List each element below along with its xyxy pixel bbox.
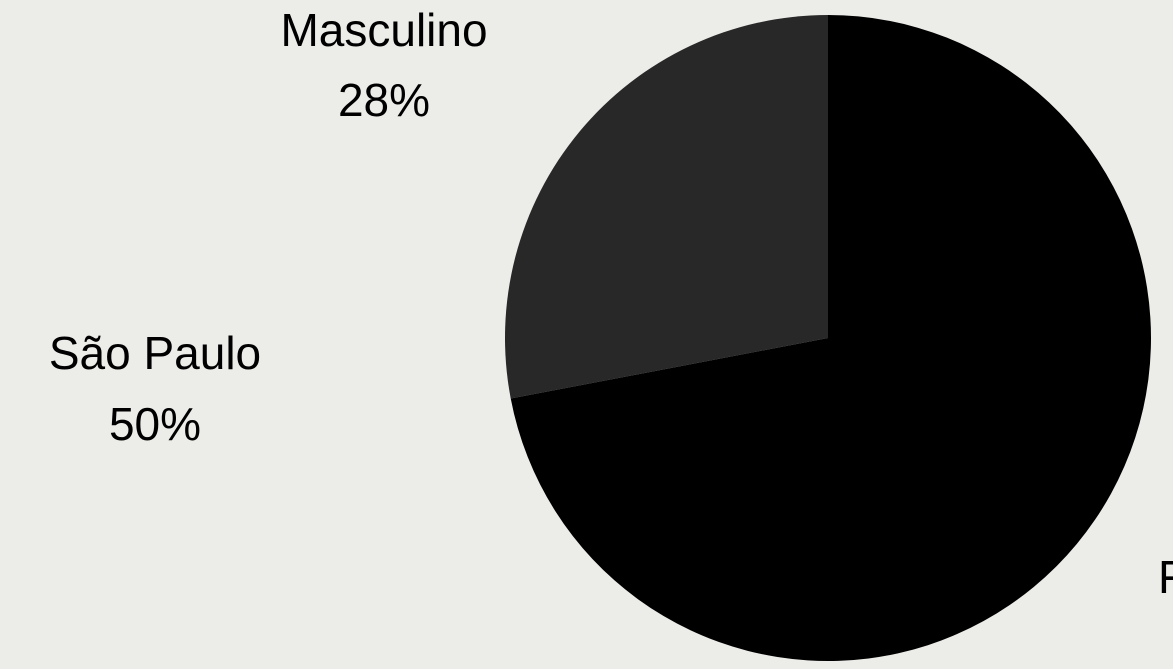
annotation-sao-paulo-percent: 50% <box>109 398 201 450</box>
pie-slice-feminino <box>510 15 1152 661</box>
annotation-clipped-label: F <box>1158 551 1173 603</box>
slice-label-masculino: Masculino <box>280 4 487 56</box>
annotation-sao-paulo: São Paulo <box>49 327 261 379</box>
pie-slice-masculino <box>504 15 828 399</box>
slice-percent-masculino: 28% <box>338 74 430 126</box>
pie-slices <box>504 15 1152 661</box>
